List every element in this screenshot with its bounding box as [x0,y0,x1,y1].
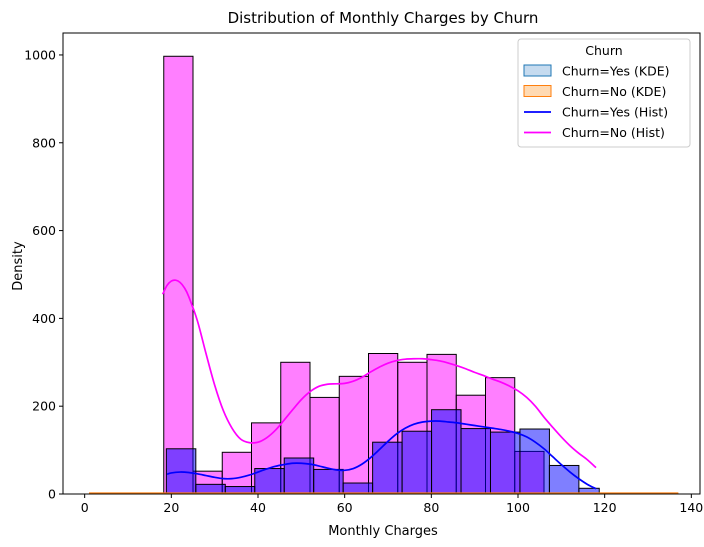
churn-yes-kde-line [166,420,597,490]
y-tick-label: 800 [32,135,56,150]
x-tick-label: 140 [679,500,703,515]
plot-area [89,55,679,494]
churn-no-kde-line [161,279,597,469]
histogram-bar [460,428,491,494]
x-tick-label: 60 [337,500,353,515]
x-tick-label: 120 [593,500,617,515]
legend-label: Churn=Yes (Hist) [562,105,668,120]
y-tick-label: 1000 [24,47,56,62]
chart-title: Distribution of Monthly Charges by Churn [228,9,539,27]
legend-label: Churn=No (Hist) [562,125,665,140]
x-axis-label: Monthly Charges [328,524,438,539]
histogram-bar [163,55,194,494]
histogram-bar [342,482,374,494]
axes: 0 20 40 60 80 100 120 140 0 200 400 600 800 1000 [24,32,703,515]
legend-swatch [523,85,552,97]
histogram-bar [372,441,403,494]
y-tick-label: 0 [48,487,56,502]
histogram-bar [254,468,285,494]
legend-label: Churn=Yes (KDE) [562,64,670,79]
plot-frame [62,32,701,495]
legend-box [517,38,691,148]
plot-clip-group [89,55,679,494]
histogram-bar [313,468,344,494]
y-tick-label: 600 [32,223,56,238]
legend-label: Churn=No (KDE) [562,84,666,99]
histogram-bar [578,487,600,494]
legend: Churn Churn=Yes (KDE) Churn=No (KDE) Churn=… [517,38,691,148]
histogram-bar [548,464,580,494]
histogram-bar [165,448,197,494]
y-tick-label: 200 [32,399,56,414]
histogram-bar [519,428,550,494]
x-tick-label: 80 [423,500,439,515]
y-axis-label: Density [11,241,26,291]
legend-swatch [523,64,552,77]
histogram-bar [338,375,369,494]
x-tick-label: 0 [81,500,89,515]
x-tick-label: 20 [163,500,179,515]
y-tick-label: 400 [32,311,56,326]
x-tick-label: 40 [250,500,266,515]
legend-title: Churn [585,43,622,58]
x-tick-label: 100 [506,500,530,515]
histogram-bar [401,430,433,494]
histogram-bar [431,409,462,494]
histogram-bar [489,431,521,494]
